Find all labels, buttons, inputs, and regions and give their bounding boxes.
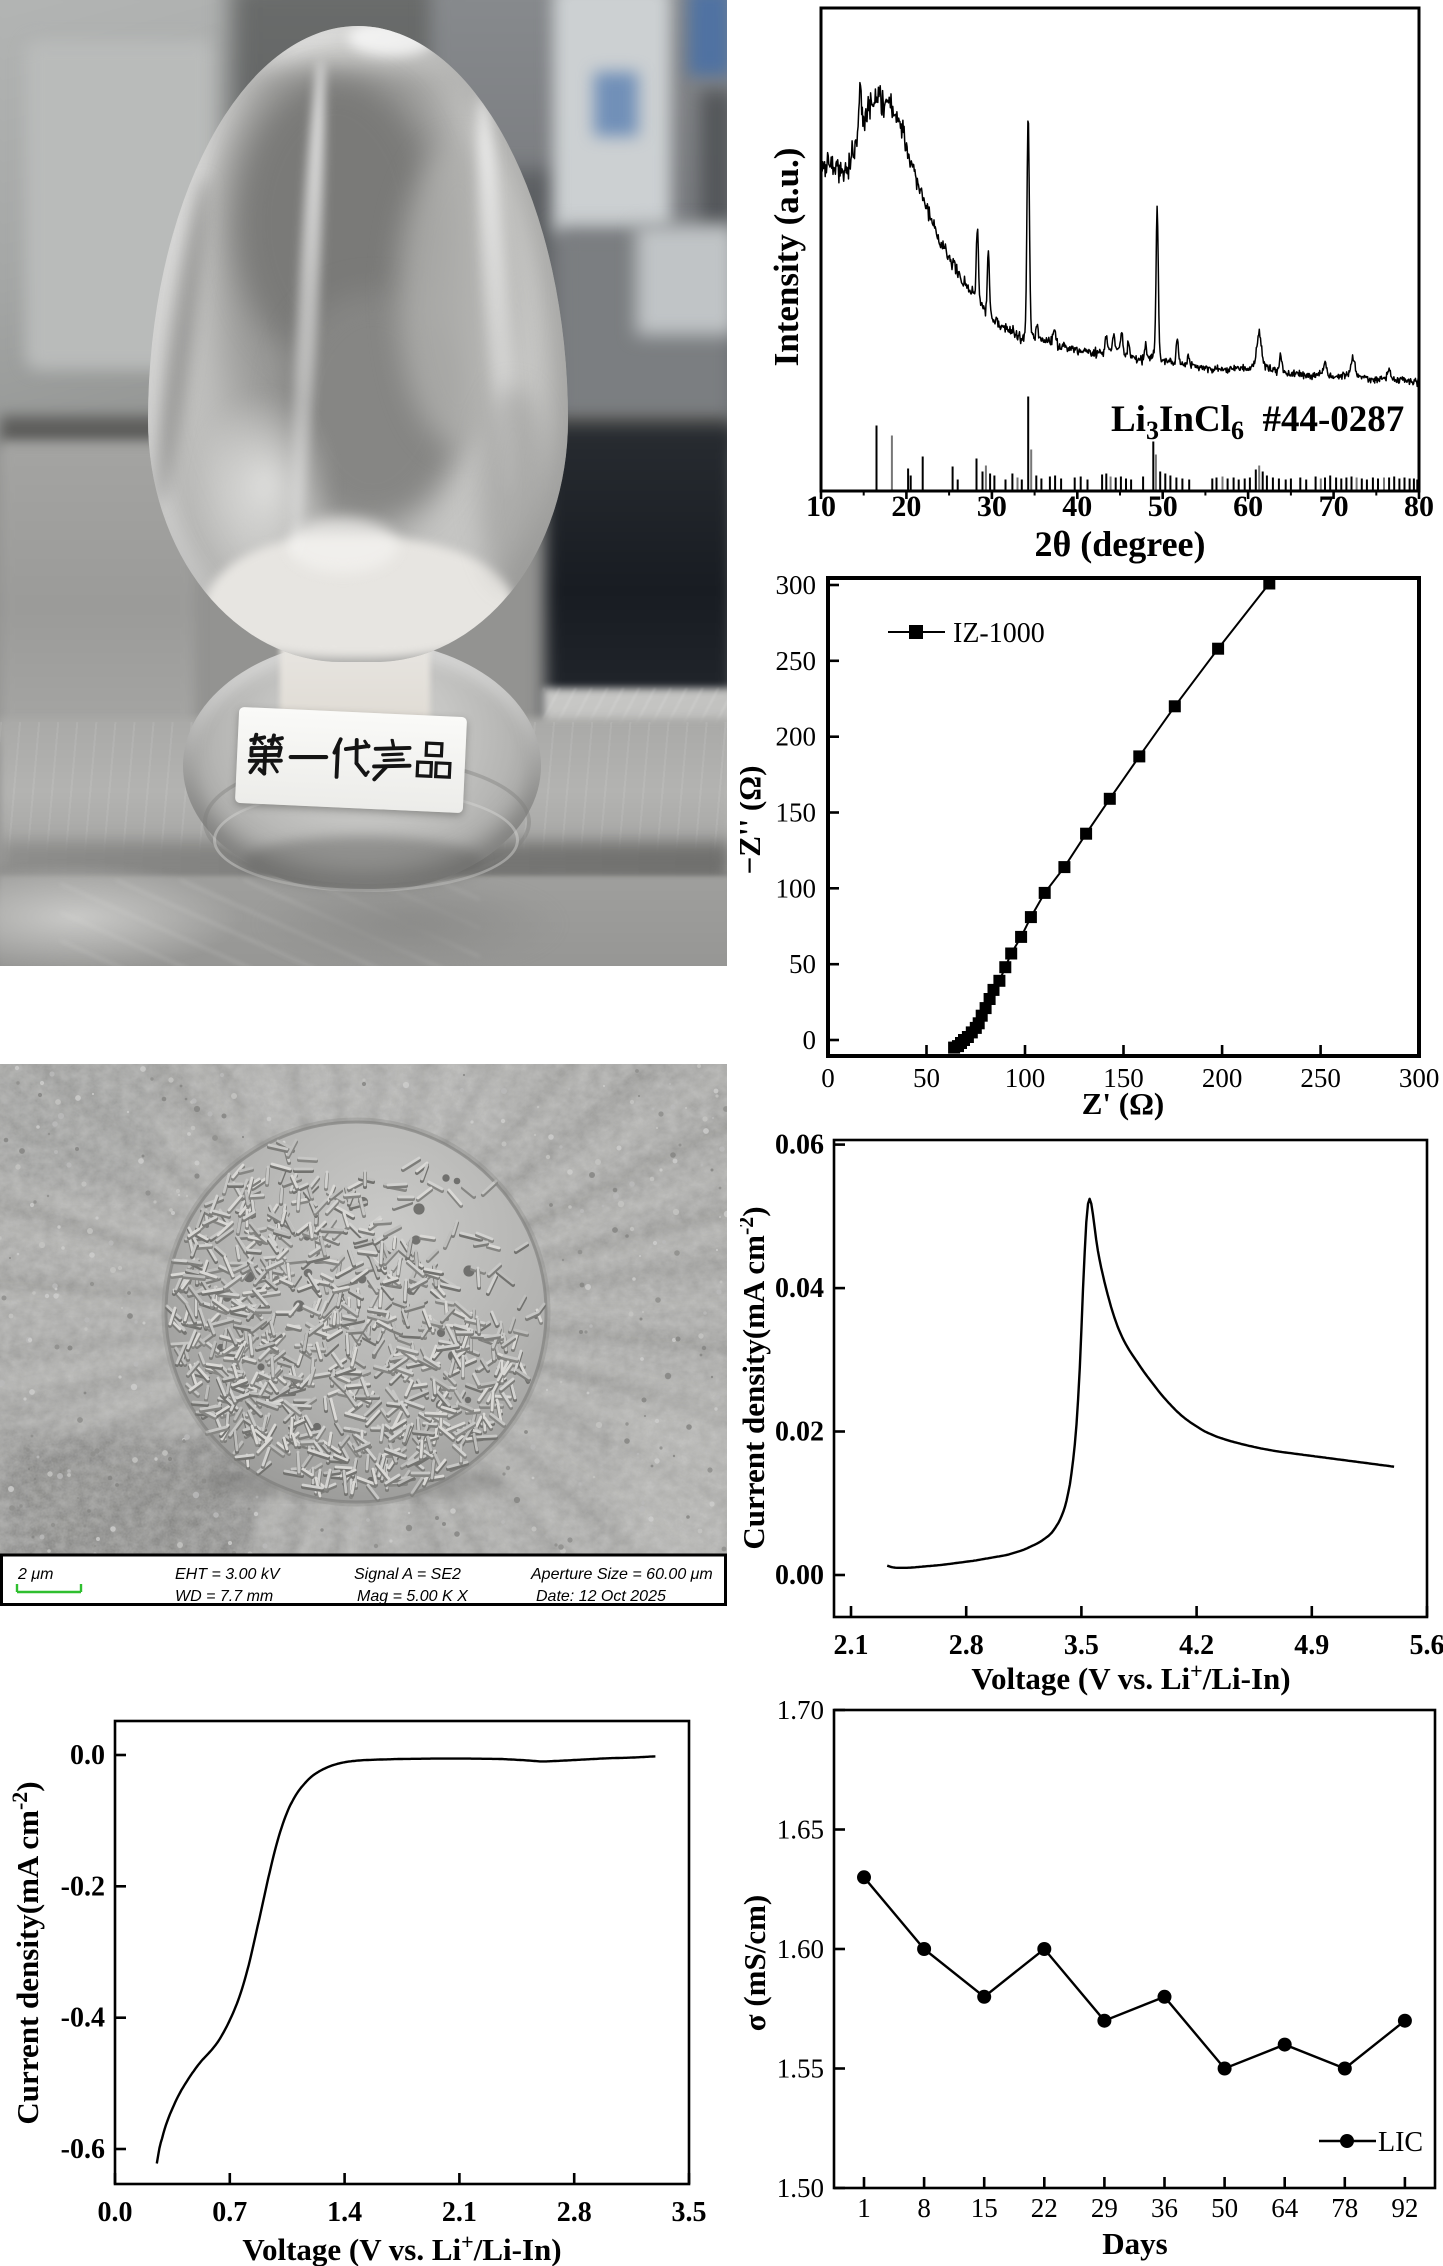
- svg-text:200: 200: [776, 722, 817, 752]
- svg-text:1.55: 1.55: [777, 2054, 824, 2084]
- svg-text:Intensity (a.u.): Intensity (a.u.): [767, 148, 806, 367]
- svg-text:300: 300: [1399, 1063, 1440, 1093]
- svg-text:200: 200: [1202, 1063, 1243, 1093]
- svg-text:-0.6: -0.6: [61, 2134, 105, 2165]
- svg-text:50: 50: [789, 949, 816, 979]
- svg-text:0.04: 0.04: [775, 1273, 824, 1304]
- svg-text:Li3InCl6 #44-0287: Li3InCl6 #44-0287: [1111, 399, 1404, 445]
- svg-text:50: 50: [913, 1063, 940, 1093]
- svg-text:250: 250: [776, 646, 817, 676]
- svg-text:1: 1: [857, 2193, 871, 2223]
- svg-text:92: 92: [1391, 2193, 1418, 2223]
- svg-text:Mag = 5.00 K X: Mag = 5.00 K X: [357, 1588, 469, 1605]
- svg-text:64: 64: [1271, 2193, 1299, 2223]
- svg-text:50: 50: [1148, 490, 1178, 523]
- svg-text:Voltage (V vs. Li+/Li-In): Voltage (V vs. Li+/Li-In): [971, 1658, 1290, 1696]
- svg-text:0.0: 0.0: [98, 2197, 133, 2228]
- svg-text:10: 10: [806, 490, 836, 523]
- svg-text:100: 100: [1005, 1063, 1046, 1093]
- svg-text:Z' (Ω): Z' (Ω): [1082, 1086, 1165, 1121]
- svg-text:150: 150: [1103, 1063, 1144, 1093]
- svg-text:8: 8: [917, 2193, 931, 2223]
- svg-text:2.8: 2.8: [949, 1630, 984, 1661]
- svg-text:78: 78: [1331, 2193, 1358, 2223]
- svg-text:2.1: 2.1: [442, 2197, 477, 2228]
- svg-text:15: 15: [971, 2193, 998, 2223]
- svg-text:Aperture Size = 60.00 μm: Aperture Size = 60.00 μm: [530, 1566, 713, 1583]
- svg-text:Date: 12 Oct 2025: Date: 12 Oct 2025: [536, 1588, 666, 1605]
- svg-text:1.60: 1.60: [777, 1934, 824, 1964]
- svg-text:3.5: 3.5: [1064, 1630, 1099, 1661]
- svg-text:300: 300: [776, 570, 817, 600]
- svg-text:Days: Days: [1102, 2226, 1167, 2261]
- svg-text:4.9: 4.9: [1294, 1630, 1329, 1661]
- svg-text:Voltage (V vs. Li+/Li-In): Voltage (V vs. Li+/Li-In): [242, 2229, 561, 2266]
- svg-text:30: 30: [977, 490, 1007, 523]
- svg-text:−Z'' (Ω): −Z'' (Ω): [740, 766, 767, 875]
- svg-text:20: 20: [891, 490, 921, 523]
- svg-text:1.70: 1.70: [777, 1695, 824, 1725]
- svg-text:Signal A = SE2: Signal A = SE2: [354, 1566, 461, 1583]
- svg-text:60: 60: [1233, 490, 1263, 523]
- svg-text:1.65: 1.65: [777, 1815, 824, 1845]
- svg-text:2 μm: 2 μm: [17, 1566, 53, 1583]
- svg-text:150: 150: [776, 798, 817, 828]
- svg-text:0.02: 0.02: [775, 1417, 824, 1448]
- svg-text:0.0: 0.0: [70, 1740, 105, 1771]
- svg-text:2.8: 2.8: [557, 2197, 592, 2228]
- svg-text:3.5: 3.5: [672, 2197, 707, 2228]
- svg-text:100: 100: [776, 873, 817, 903]
- svg-text:-0.4: -0.4: [61, 2003, 105, 2034]
- svg-text:0.06: 0.06: [775, 1130, 824, 1161]
- svg-text:4.2: 4.2: [1179, 1630, 1214, 1661]
- svg-text:Current density(mA cm-2): Current density(mA cm-2): [740, 1206, 771, 1549]
- svg-text:WD = 7.7 mm: WD = 7.7 mm: [175, 1588, 273, 1605]
- svg-text:40: 40: [1062, 490, 1092, 523]
- svg-text:0.7: 0.7: [212, 2197, 247, 2228]
- svg-text:29: 29: [1091, 2193, 1118, 2223]
- svg-text:36: 36: [1151, 2193, 1178, 2223]
- svg-text:250: 250: [1300, 1063, 1341, 1093]
- svg-text:1.4: 1.4: [327, 2197, 362, 2228]
- svg-text:2θ (degree): 2θ (degree): [1034, 524, 1205, 564]
- svg-text:IZ-1000: IZ-1000: [953, 618, 1045, 649]
- svg-text:22: 22: [1031, 2193, 1058, 2223]
- svg-text:EHT = 3.00 kV: EHT = 3.00 kV: [175, 1566, 281, 1583]
- svg-text:0.00: 0.00: [775, 1560, 824, 1591]
- svg-text:σ (mS/cm): σ (mS/cm): [740, 1895, 772, 2032]
- svg-text:0: 0: [803, 1025, 817, 1055]
- svg-text:Current density(mA cm-2): Current density(mA cm-2): [7, 1781, 45, 2124]
- svg-text:50: 50: [1211, 2193, 1238, 2223]
- svg-text:0: 0: [821, 1063, 835, 1093]
- svg-text:LIC: LIC: [1378, 2127, 1423, 2158]
- svg-text:5.6: 5.6: [1410, 1630, 1443, 1661]
- svg-text:2.1: 2.1: [834, 1630, 869, 1661]
- svg-text:1.50: 1.50: [777, 2173, 824, 2203]
- svg-text:70: 70: [1319, 490, 1349, 523]
- svg-text:80: 80: [1404, 490, 1434, 523]
- svg-text:-0.2: -0.2: [61, 1871, 105, 1902]
